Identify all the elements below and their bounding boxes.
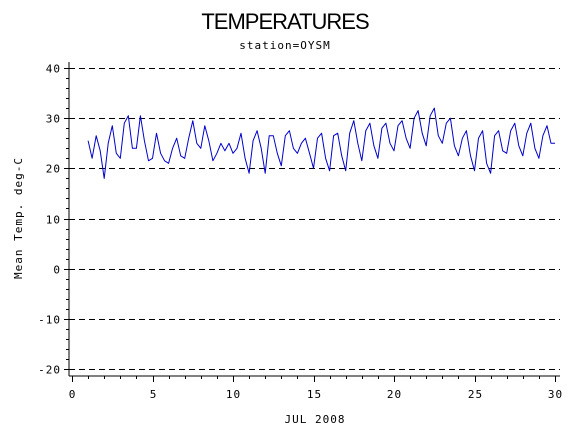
x-axis-label: JUL 2008 [285,413,346,426]
x-tick-label: 30 [548,388,563,401]
y-tick-label: 10 [46,214,61,227]
y-tick-label: -10 [38,314,61,327]
x-tick-label: 10 [226,388,241,401]
y-tick-label: -20 [38,364,61,377]
tick-labels: -20 -10 0 10 20 30 40 0 5 10 15 20 25 30 [38,63,563,402]
x-tick-label: 5 [150,388,158,401]
x-tick-label: 20 [387,388,402,401]
x-tick-label: 25 [468,388,483,401]
x-tick-label: 0 [69,388,77,401]
y-axis-label: Mean Temp. deg-C [12,157,25,279]
grid-lines [69,68,560,370]
y-tick-label: 0 [53,264,61,277]
series-lines [87,107,555,179]
chart-subtitle: station=OYSM [239,39,330,52]
y-tick-label: 30 [46,113,61,126]
y-tick-label: 20 [46,163,61,176]
temperature-line [87,107,555,179]
chart-title: TEMPERATURES [201,9,369,34]
tick-marks [64,68,556,382]
x-tick-label: 15 [307,388,322,401]
y-tick-label: 40 [46,63,61,76]
